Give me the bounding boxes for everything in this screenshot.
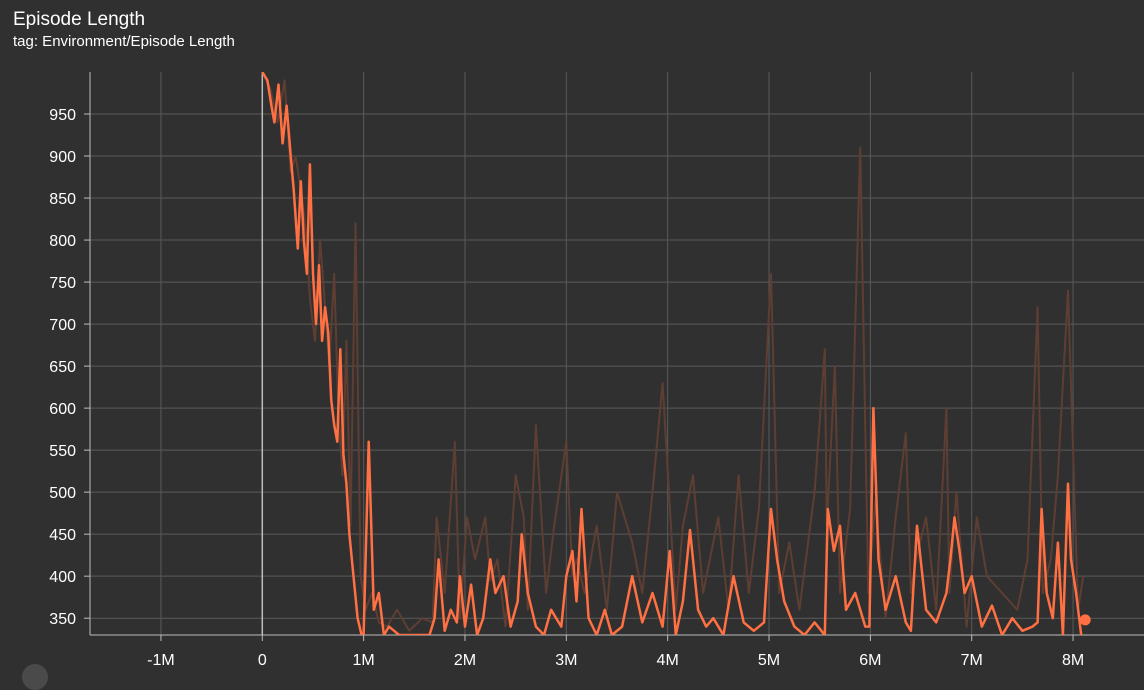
x-tick-label: 7M [961,652,983,669]
x-tick-label: 2M [454,652,476,669]
y-tick-label: 950 [49,107,76,124]
grid-lines [90,72,1144,635]
fab-button[interactable] [22,664,48,690]
y-tick-label: 650 [49,359,76,376]
y-tick-label: 350 [49,611,76,628]
axes [84,72,1144,641]
y-tick-label: 700 [49,317,76,334]
marker-layer [1080,614,1091,625]
y-tick-label: 500 [49,485,76,502]
y-tick-label: 450 [49,527,76,544]
x-tick-label: 3M [555,652,577,669]
x-tick-label: 4M [657,652,679,669]
y-tick-label: 550 [49,443,76,460]
y-tick-label: 800 [49,233,76,250]
y-tick-label: 400 [49,569,76,586]
x-tick-label: 5M [758,652,780,669]
x-tick-label: 0 [258,652,267,669]
episode-length-chart[interactable]: 350 400 450 500 550 600 650 700 750 800 850 900 950 -… [0,0,1144,672]
last-point-marker[interactable] [1080,614,1091,625]
x-tick-label: 8M [1062,652,1084,669]
y-tick-label: 600 [49,401,76,418]
y-tick-label: 850 [49,191,76,208]
x-tick-label: -1M [147,652,175,669]
y-tick-label: 750 [49,275,76,292]
x-tick-label: 1M [353,652,375,669]
y-tick-label: 900 [49,149,76,166]
x-tick-label: 6M [859,652,881,669]
